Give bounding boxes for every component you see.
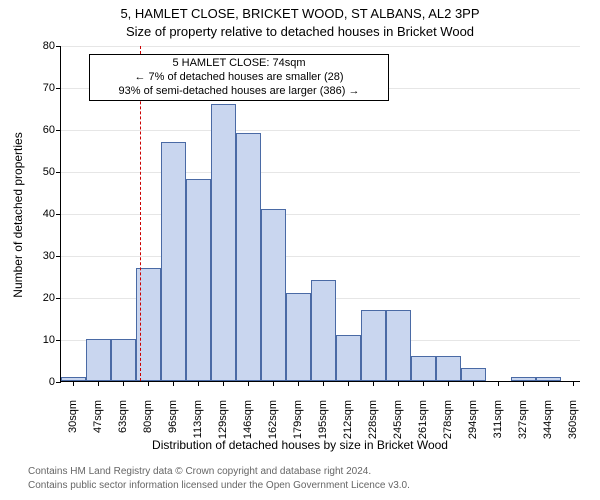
annotation-line3: 93% of semi-detached houses are larger (… [96, 85, 382, 99]
x-tick [223, 381, 224, 386]
x-axis-label: Distribution of detached houses by size … [0, 438, 600, 452]
histogram-bar [411, 356, 436, 381]
y-tick-label: 0 [27, 376, 55, 388]
histogram-bar [361, 310, 386, 381]
chart-title-address: 5, HAMLET CLOSE, BRICKET WOOD, ST ALBANS… [0, 6, 600, 21]
histogram-bar [386, 310, 411, 381]
y-tick [56, 256, 61, 257]
histogram-bar [461, 368, 486, 381]
x-tick [123, 381, 124, 386]
histogram-bar [211, 104, 236, 381]
y-tick-label: 80 [27, 40, 55, 52]
x-tick [523, 381, 524, 386]
x-tick [323, 381, 324, 386]
histogram-bar [261, 209, 286, 381]
property-size-histogram: 5, HAMLET CLOSE, BRICKET WOOD, ST ALBANS… [0, 0, 600, 500]
y-tick [56, 130, 61, 131]
histogram-bar [186, 179, 211, 381]
annotation-box: 5 HAMLET CLOSE: 74sqm ← 7% of detached h… [89, 54, 389, 101]
x-tick [498, 381, 499, 386]
y-tick-label: 20 [27, 292, 55, 304]
y-tick [56, 382, 61, 383]
histogram-bar [111, 339, 136, 381]
x-tick [298, 381, 299, 386]
y-tick-label: 40 [27, 208, 55, 220]
x-tick [173, 381, 174, 386]
histogram-bar [86, 339, 111, 381]
x-tick [448, 381, 449, 386]
x-tick [548, 381, 549, 386]
histogram-bar [436, 356, 461, 381]
x-tick [148, 381, 149, 386]
y-tick [56, 214, 61, 215]
y-tick-label: 60 [27, 124, 55, 136]
y-tick-label: 30 [27, 250, 55, 262]
y-tick [56, 340, 61, 341]
y-tick [56, 298, 61, 299]
x-tick [98, 381, 99, 386]
y-tick-label: 10 [27, 334, 55, 346]
histogram-bar [236, 133, 261, 381]
y-tick [56, 172, 61, 173]
x-tick [273, 381, 274, 386]
histogram-bar [336, 335, 361, 381]
footer-attribution-1: Contains HM Land Registry data © Crown c… [28, 466, 600, 479]
footer-attribution-2: Contains public sector information licen… [28, 480, 600, 493]
x-tick [473, 381, 474, 386]
x-tick [198, 381, 199, 386]
histogram-bar [161, 142, 186, 381]
chart-title-description: Size of property relative to detached ho… [0, 24, 600, 39]
annotation-line1: 5 HAMLET CLOSE: 74sqm [96, 57, 382, 71]
y-tick-label: 50 [27, 166, 55, 178]
x-tick [573, 381, 574, 386]
y-tick [56, 88, 61, 89]
y-tick [56, 46, 61, 47]
histogram-bar [286, 293, 311, 381]
annotation-line2: ← 7% of detached houses are smaller (28) [96, 71, 382, 85]
plot-area: 5 HAMLET CLOSE: 74sqm ← 7% of detached h… [60, 46, 580, 382]
x-tick [373, 381, 374, 386]
x-tick [73, 381, 74, 386]
x-tick [248, 381, 249, 386]
x-tick [423, 381, 424, 386]
y-axis-label: Number of detached properties [11, 47, 25, 383]
histogram-bar [311, 280, 336, 381]
y-tick-label: 70 [27, 82, 55, 94]
x-tick [398, 381, 399, 386]
x-tick [348, 381, 349, 386]
